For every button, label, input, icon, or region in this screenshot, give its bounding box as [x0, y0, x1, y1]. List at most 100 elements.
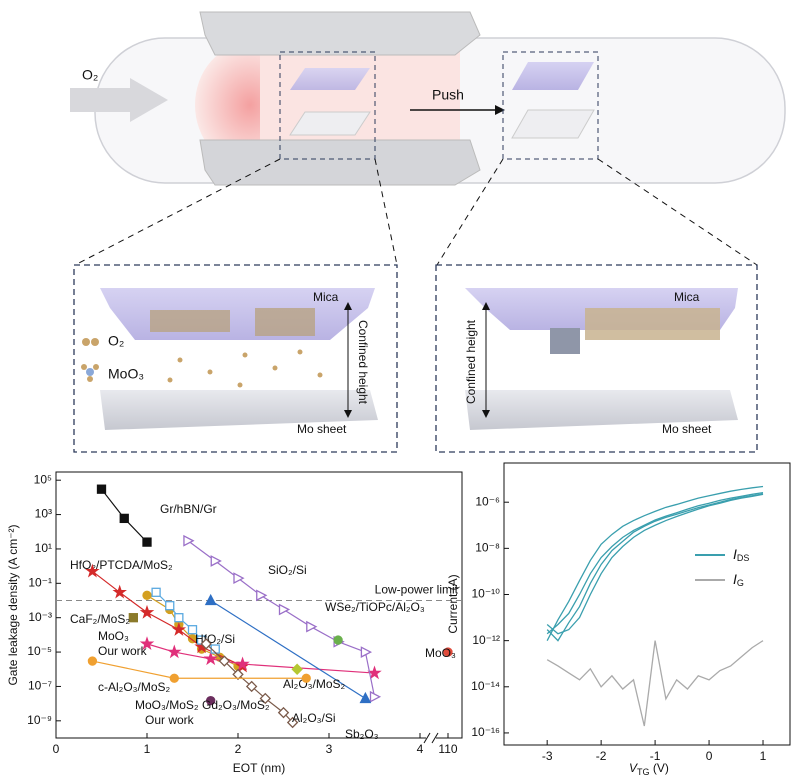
marker: [85, 563, 100, 578]
x-tick-label: 3: [326, 742, 333, 756]
marker: [187, 634, 198, 644]
series-line: [546, 493, 764, 642]
series-label: Gd₂O₃/MoS₂: [202, 698, 270, 712]
plate: [511, 109, 595, 139]
x-tick-label: -3: [542, 749, 553, 763]
y-tick-label: 10⁻¹⁴: [471, 679, 500, 693]
moo3-icon: [87, 376, 93, 382]
marker: [259, 692, 272, 705]
y-tick-label: 10⁻⁹: [27, 713, 52, 727]
atoms: [150, 308, 323, 388]
moo3-icon: [93, 364, 99, 370]
y-tick-label: 10³: [35, 507, 52, 521]
marker: [301, 673, 311, 683]
marker: [291, 663, 303, 675]
marker: [333, 635, 343, 645]
x-tick-label: 0: [53, 742, 60, 756]
series-line: [210, 599, 366, 699]
marker: [232, 668, 244, 681]
series-line: [546, 640, 764, 727]
x-tick-label: 1: [760, 749, 767, 763]
legend-label: MoO₃: [108, 366, 144, 382]
mo-label: Mo sheet: [297, 422, 347, 436]
mica-label: Mica: [313, 290, 339, 304]
annotation: Our work: [98, 644, 148, 658]
zoom-box: [502, 51, 599, 160]
x-axis-title: VTG (V): [629, 761, 669, 777]
arrow-head: [482, 410, 490, 418]
series-label: SiO₂/Si: [268, 563, 307, 577]
legend-label: IDS: [733, 546, 749, 564]
plate: [290, 68, 370, 90]
y-tick-label: 10⁻⁷: [28, 679, 52, 693]
furnace-top: [199, 11, 481, 56]
height-label: Confined height: [356, 320, 370, 405]
marker: [218, 655, 231, 667]
y-tick-label: 10⁻¹²: [472, 633, 500, 647]
marker: [277, 706, 290, 719]
height-label: Confined height: [464, 319, 478, 404]
y-tick-label: 10⁻¹⁶: [471, 725, 500, 739]
marker: [87, 656, 98, 666]
zoom-line: [74, 158, 281, 266]
plate: [289, 111, 371, 136]
arrow-head: [344, 302, 352, 310]
series-label: Gr/hBN/Gr: [160, 502, 217, 516]
marker: [256, 589, 268, 602]
marker: [367, 665, 382, 680]
gas-arrow: [70, 78, 168, 122]
low-power-label: Low-power limit: [375, 583, 459, 597]
zoom-line: [374, 158, 398, 266]
marker: [306, 620, 318, 633]
zoom-box: [279, 51, 376, 160]
zoom-line: [597, 158, 758, 266]
series-label: CaF₂/MoS₂: [70, 612, 130, 626]
marker: [183, 534, 195, 547]
marker: [171, 622, 187, 636]
marker: [245, 680, 258, 693]
schematic: O₂ Push Mica Confined height Mo sheet O₂…: [70, 11, 786, 453]
marker: [369, 690, 382, 703]
x-tick-label: -1: [650, 749, 661, 763]
series-label: MoO₃: [425, 646, 456, 660]
push-label: Push: [432, 87, 464, 103]
series-label: MoO₃: [98, 629, 129, 643]
x-tick-label: 0: [706, 749, 713, 763]
marker: [96, 484, 107, 494]
x-axis-title: EOT (nm): [233, 761, 285, 775]
marker: [167, 644, 182, 659]
marker: [206, 695, 216, 706]
marker: [142, 537, 152, 547]
marker: [204, 593, 217, 606]
arrow-head: [482, 302, 490, 310]
marker: [203, 651, 218, 666]
plot-frame: [55, 471, 463, 739]
marker: [119, 513, 129, 524]
axis-break: [423, 732, 431, 744]
moo3-icon: [81, 364, 87, 370]
y-tick-label: 10⁻¹⁰: [472, 587, 501, 601]
series-line: [546, 491, 764, 635]
y-tick-label: 10⁻¹: [28, 575, 52, 589]
marker: [200, 638, 212, 650]
series-label: Sb₂O₃: [345, 727, 379, 741]
marker: [278, 603, 291, 616]
gas-label: O₂: [82, 67, 98, 83]
series-label: Al₂O₃/MoS₂: [283, 677, 346, 691]
o2-icon: [82, 338, 90, 346]
furnace-bottom: [199, 139, 481, 186]
marker: [235, 656, 250, 671]
moo3-icon: [86, 368, 94, 376]
annotation: Our work: [145, 713, 195, 727]
axis-break: [426, 732, 436, 744]
x-tick-label: 4: [417, 742, 424, 756]
y-axis-title: Current (A): [446, 574, 460, 633]
series-line: [546, 485, 764, 641]
y-tick-label: 10⁵: [34, 472, 52, 486]
marker: [174, 613, 184, 623]
series-label: Al₂O₃/Si: [292, 711, 336, 725]
x-tick-label: 110: [438, 742, 457, 756]
marker: [210, 555, 222, 567]
series-line: [146, 643, 375, 674]
push-arrow-head: [495, 105, 505, 115]
